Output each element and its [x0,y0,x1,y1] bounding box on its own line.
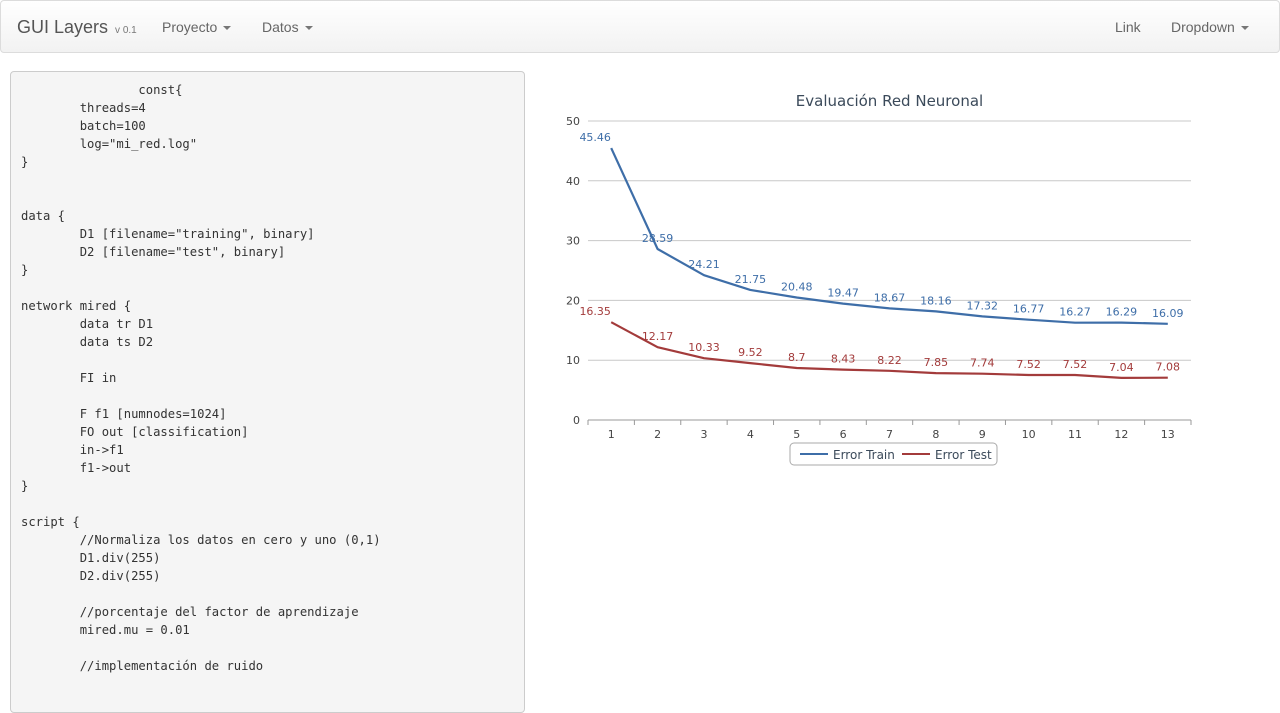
data-label: 12.17 [642,330,674,343]
data-label: 24.21 [688,258,720,271]
menu-dropdown[interactable]: Dropdown [1171,19,1249,35]
chart-title: Evaluación Red Neuronal [796,92,983,110]
x-tick-label: 10 [1022,428,1036,441]
series-line-error-test [610,321,1168,379]
data-label: 7.52 [1016,358,1040,371]
code-text[interactable]: const{ threads=4 batch=100 log="mi_red.l… [21,83,381,673]
data-label: 7.08 [1156,361,1181,374]
data-label: 7.74 [970,357,995,370]
x-tick-label: 4 [747,428,754,441]
data-label: 7.52 [1063,358,1088,371]
data-label: 20.48 [781,281,813,294]
data-label: 9.52 [738,346,763,359]
legend-box [789,442,998,466]
data-label: 16.27 [1059,306,1091,319]
data-label: 19.47 [827,287,859,300]
data-label: 17.32 [967,299,999,312]
x-tick-label: 13 [1161,428,1175,441]
nav-link-label: Link [1115,19,1141,35]
data-label: 45.46 [579,131,611,144]
x-tick-label: 3 [700,428,707,441]
caret-down-icon [223,26,232,31]
brand-version: v 0.1 [115,25,137,36]
brand-name: GUI Layers [17,17,109,37]
y-tick-label: 40 [566,175,580,188]
x-tick-label: 12 [1114,428,1128,441]
data-label: 16.09 [1152,307,1184,320]
data-label: 18.67 [874,291,906,304]
x-tick-label: 1 [608,428,615,441]
data-label: 7.85 [924,356,949,369]
data-label: 10.33 [688,341,720,354]
data-label: 8.7 [788,351,806,364]
data-label: 16.77 [1013,303,1044,316]
x-tick-label: 6 [840,428,847,441]
brand[interactable]: GUI Layers v 0.1 [17,17,137,38]
navbar: GUI Layers v 0.1 Proyecto Datos Link Dro… [0,0,1280,53]
data-label: 18.16 [920,294,952,307]
data-label: 28.59 [642,232,674,245]
legend-label: Error Test [935,448,992,462]
y-tick-label: 20 [566,294,580,307]
caret-down-icon [304,26,313,31]
x-tick-label: 2 [654,428,661,441]
y-tick-label: 0 [573,414,580,427]
x-tick-label: 7 [886,428,893,441]
data-label: 8.22 [877,354,902,367]
menu-datos-label: Datos [262,19,299,35]
x-tick-label: 9 [979,428,986,441]
menu-datos[interactable]: Datos [262,19,313,35]
menu-proyecto[interactable]: Proyecto [162,19,232,35]
series-line-error-train [610,147,1168,325]
caret-down-icon [1240,26,1249,31]
data-label: 16.29 [1106,306,1138,319]
menu-proyecto-label: Proyecto [162,19,218,35]
y-tick-label: 50 [566,115,580,128]
x-tick-label: 11 [1068,428,1082,441]
data-label: 16.35 [579,305,611,318]
x-tick-label: 8 [932,428,939,441]
data-label: 21.75 [735,273,767,286]
code-editor[interactable]: const{ threads=4 batch=100 log="mi_red.l… [10,71,525,713]
y-tick-label: 10 [566,354,580,367]
menu-dropdown-label: Dropdown [1171,19,1235,35]
x-tick-label: 5 [793,428,800,441]
y-tick-label: 30 [566,235,580,248]
data-label: 7.04 [1109,361,1134,374]
data-label: 8.43 [831,353,856,366]
nav-link[interactable]: Link [1115,19,1141,35]
legend-label: Error Train [833,448,895,462]
